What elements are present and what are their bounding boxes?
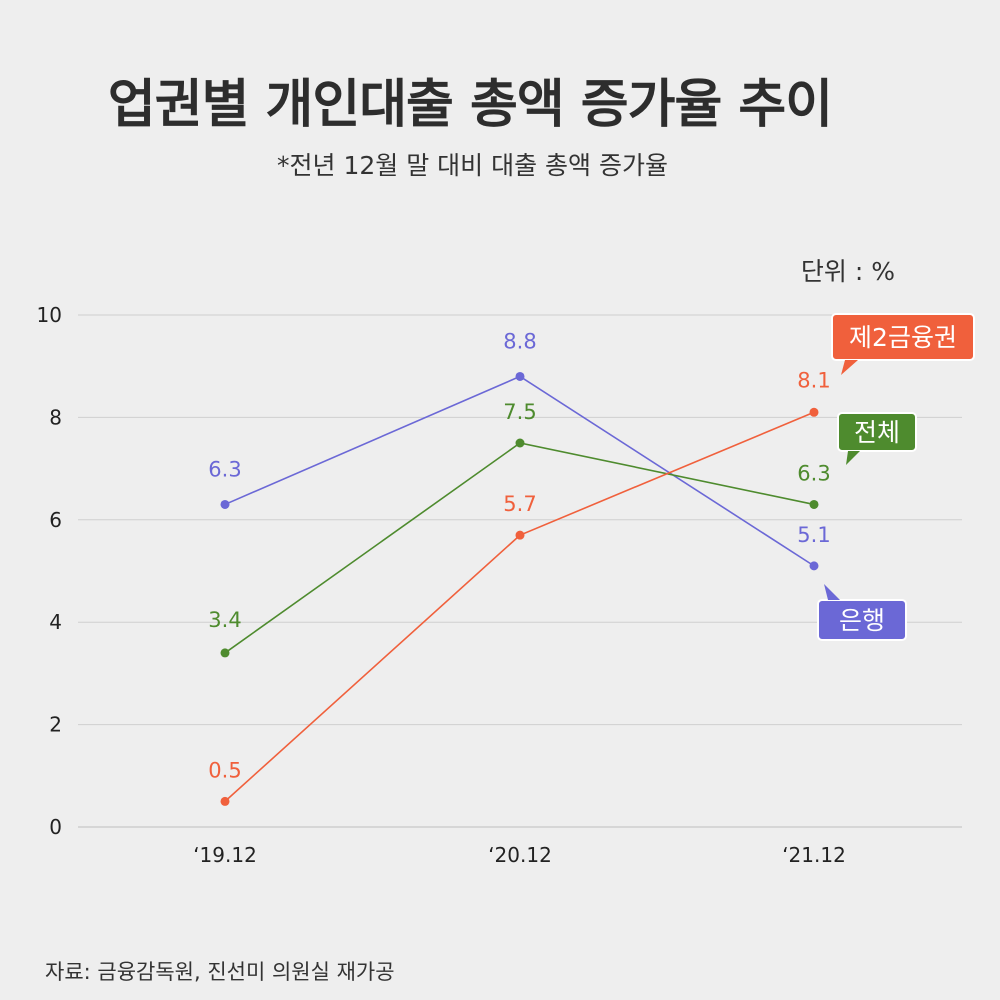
series-line xyxy=(224,442,815,654)
legend-callout: 은행 xyxy=(817,584,907,641)
data-label: 6.3 xyxy=(797,461,830,485)
x-tick-label: ‘19.12 xyxy=(193,843,257,867)
legend-callout-box xyxy=(831,313,975,361)
legend-callout: 제2금융권 xyxy=(831,313,975,375)
data-point xyxy=(515,438,525,448)
source-note: 자료: 금융감독원, 진선미 의원실 재가공 xyxy=(45,960,395,984)
legend-callout-tail xyxy=(824,584,840,600)
data-label: 6.3 xyxy=(208,457,241,481)
data-point xyxy=(809,499,819,509)
y-tick-label: 10 xyxy=(37,303,62,327)
legend-label: 은행 xyxy=(839,606,885,635)
legend-callout-tail xyxy=(846,451,860,465)
y-tick-label: 6 xyxy=(49,508,62,532)
chart-title: 업권별 개인대출 총액 증가율 추이 xyxy=(107,75,833,135)
data-label: 7.5 xyxy=(503,400,536,424)
x-tick-label: ‘21.12 xyxy=(782,843,846,867)
data-point xyxy=(220,648,230,658)
legend-callout-tail xyxy=(841,360,858,375)
legend-label: 전체 xyxy=(854,418,900,447)
data-label: 8.1 xyxy=(797,368,830,392)
data-point xyxy=(809,407,819,417)
data-label: 8.8 xyxy=(503,329,536,353)
y-tick-label: 4 xyxy=(49,610,62,634)
y-tick-label: 8 xyxy=(49,405,62,429)
x-tick-label: ‘20.12 xyxy=(488,843,552,867)
data-label: 5.7 xyxy=(503,492,536,516)
y-tick-label: 0 xyxy=(49,815,62,839)
series-line xyxy=(224,411,815,802)
legend-callout: 전체 xyxy=(837,412,917,465)
data-point xyxy=(515,530,525,540)
chart-subtitle: *전년 12월 말 대비 대출 총액 증가율 xyxy=(277,151,668,180)
data-point xyxy=(220,499,230,509)
legend-callout-box xyxy=(817,599,907,641)
data-label: 3.4 xyxy=(208,608,241,632)
legend-callout-box xyxy=(837,412,917,452)
data-label: 5.1 xyxy=(797,523,830,547)
data-point xyxy=(220,796,230,806)
unit-label: 단위 : % xyxy=(800,257,895,286)
data-label: 0.5 xyxy=(208,758,241,782)
y-tick-label: 2 xyxy=(49,713,62,737)
data-point xyxy=(515,371,525,381)
legend-label: 제2금융권 xyxy=(849,323,957,352)
data-point xyxy=(809,561,819,571)
